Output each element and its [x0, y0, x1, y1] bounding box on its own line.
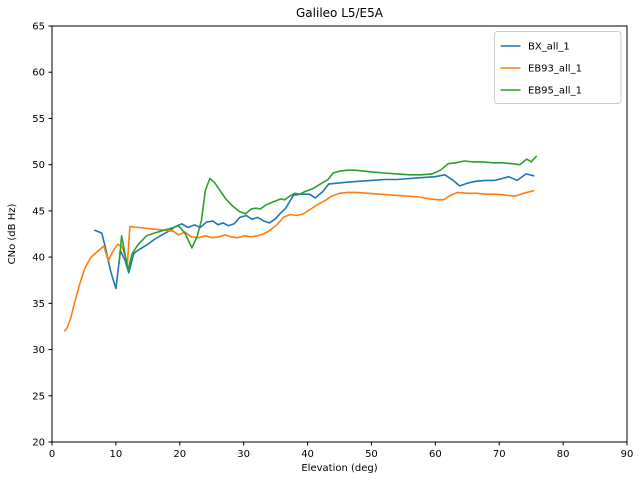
legend-label-bx: BX_all_1	[528, 42, 570, 53]
y-tick-label: 25	[32, 391, 45, 402]
legend-entry-eb95: EB95_all_1	[500, 86, 582, 97]
plot-area	[51, 25, 628, 443]
x-tick-label: 70	[493, 449, 506, 460]
legend: BX_all_1 EB93_all_1 EB95_all_1	[494, 31, 622, 104]
series-line-EB95_all_1	[118, 155, 538, 271]
series-lines	[64, 155, 538, 332]
x-tick-label: 10	[110, 449, 123, 460]
y-tick-label: 50	[32, 160, 45, 171]
y-tick-label: 20	[32, 438, 45, 449]
x-tick-label: 60	[429, 449, 442, 460]
x-axis-label: Elevation (deg)	[301, 463, 377, 474]
x-tick-label: 30	[237, 449, 250, 460]
y-tick-label: 60	[32, 68, 45, 79]
y-axis: 20 25 30 35 40 45 50 55 60 65	[32, 22, 52, 449]
x-tick-label: 40	[301, 449, 314, 460]
legend-label-eb93: EB93_all_1	[528, 64, 582, 75]
x-axis: 0 10 20 30 40 50 60 70 80 90	[49, 442, 634, 460]
series-line-EB93_all_1	[64, 189, 535, 332]
x-tick-label: 90	[621, 449, 634, 460]
y-tick-label: 30	[32, 345, 45, 356]
y-tick-label: 45	[32, 206, 45, 217]
legend-box	[494, 31, 622, 104]
y-tick-label: 35	[32, 299, 45, 310]
y-axis-label: CNo (dB Hz)	[7, 204, 18, 265]
x-tick-label: 20	[173, 449, 186, 460]
y-tick-label: 65	[32, 22, 45, 33]
chart-title: Galileo L5/E5A	[296, 6, 384, 20]
series-line-BX_all_1	[94, 173, 535, 290]
x-tick-label: 0	[49, 449, 55, 460]
y-tick-label: 55	[32, 114, 45, 125]
legend-entry-bx: BX_all_1	[500, 42, 570, 53]
legend-entry-eb93: EB93_all_1	[500, 64, 582, 75]
x-tick-label: 50	[365, 449, 378, 460]
legend-label-eb95: EB95_all_1	[528, 86, 582, 97]
y-tick-label: 40	[32, 253, 45, 264]
x-tick-label: 80	[557, 449, 570, 460]
